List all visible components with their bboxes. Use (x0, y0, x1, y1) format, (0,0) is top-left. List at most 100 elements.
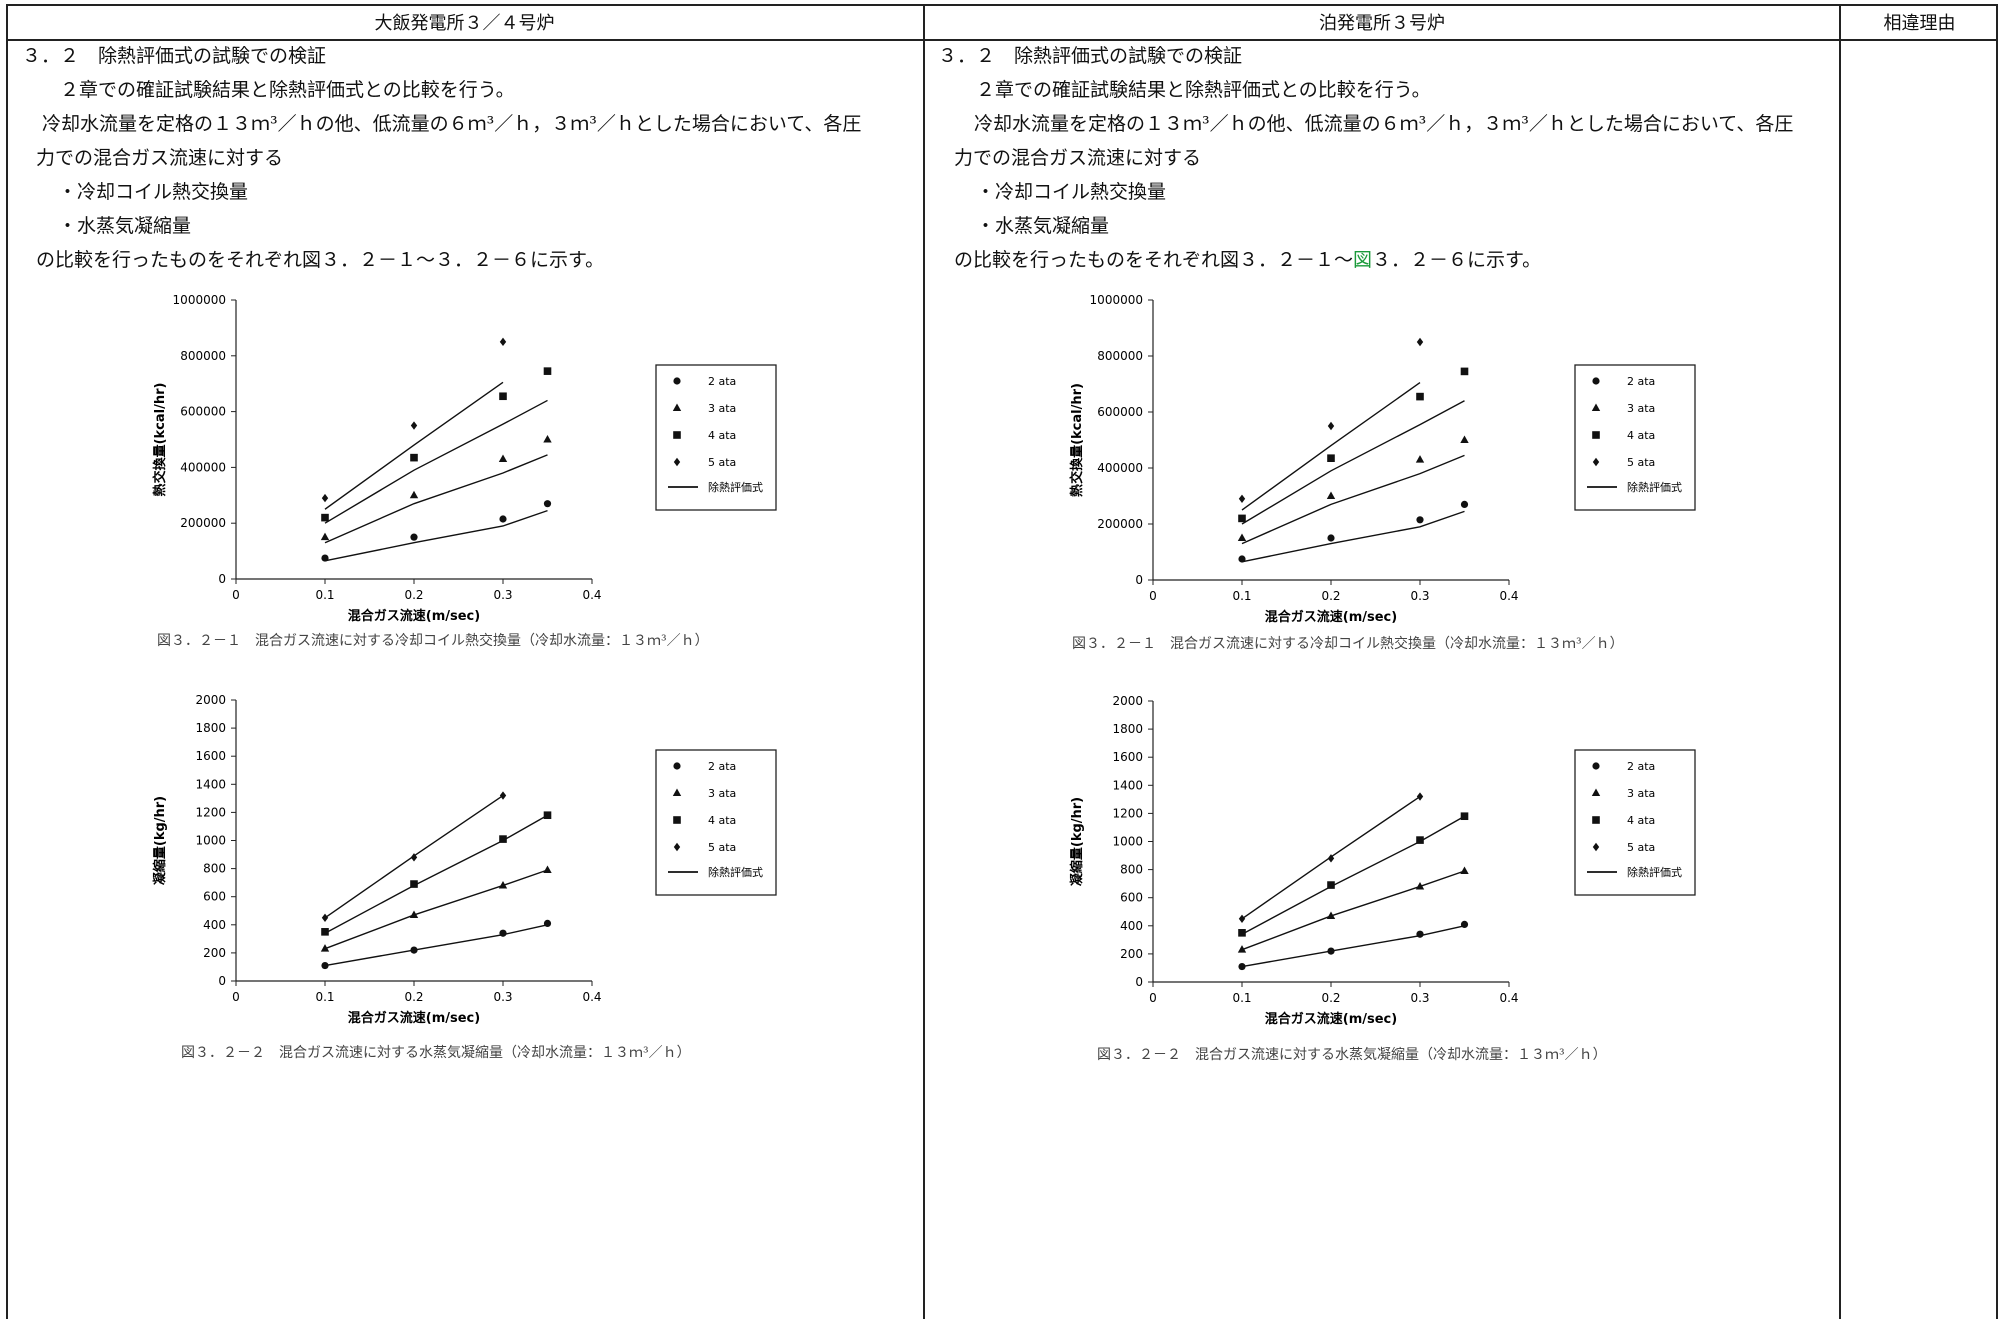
bullet-item: ・冷却コイル熱交換量 (976, 181, 1167, 203)
y-tick-label: 800000 (1097, 349, 1143, 363)
y-tick-label: 1200 (195, 805, 226, 819)
fit-line (324, 869, 548, 950)
legend-marker (673, 762, 681, 770)
data-point (543, 811, 552, 820)
y-tick-label: 0 (1135, 573, 1143, 587)
data-point (409, 490, 419, 499)
data-point (543, 919, 552, 927)
y-tick-label: 200000 (180, 516, 226, 530)
fit-line (324, 924, 548, 967)
y-tick-label: 1200 (1112, 806, 1143, 820)
legend-marker (1592, 431, 1600, 439)
paragraph: 力での混合ガス流速に対する (954, 147, 1202, 169)
legend-label: 3 ata (708, 787, 736, 800)
data-point (1327, 421, 1335, 431)
legend-label: 除熱評価式 (708, 865, 763, 879)
figure-caption: 図３．２－１ 混合ガス流速に対する冷却コイル熱交換量（冷却水流量：１３ｍ³／ｈ） (157, 632, 709, 649)
legend-label: 除熱評価式 (1627, 480, 1682, 494)
y-tick-label: 0 (1135, 975, 1143, 989)
data-point (1238, 555, 1246, 563)
data-point (1327, 854, 1335, 863)
legend-label: 2 ata (708, 760, 736, 773)
x-tick-label: 0.2 (404, 990, 423, 1004)
column-divider (923, 4, 925, 1319)
y-tick-label: 200 (1120, 947, 1143, 961)
data-point (321, 493, 329, 503)
legend-label: 4 ata (1627, 429, 1655, 442)
fit-line (1241, 925, 1465, 968)
data-point (410, 533, 418, 541)
data-point (1326, 491, 1336, 499)
x-tick-label: 0.3 (1410, 991, 1429, 1005)
fit-line (1241, 870, 1465, 951)
data-point (1327, 947, 1335, 955)
legend-label: 3 ata (708, 402, 736, 415)
x-axis-label: 混合ガス流速(m/sec) (348, 608, 480, 624)
legend-label: 4 ata (708, 429, 736, 442)
x-tick-label: 0 (1149, 991, 1157, 1005)
data-point (1416, 392, 1424, 401)
data-point (499, 392, 507, 401)
data-point (1460, 367, 1469, 376)
y-tick-label: 800000 (180, 349, 226, 363)
legend-label: 5 ata (1627, 456, 1655, 469)
data-point (543, 435, 552, 443)
paragraph: ２章での確証試験結果と除熱評価式との比較を行う。 (60, 79, 515, 101)
data-point (1460, 435, 1469, 443)
legend-label: 3 ata (1627, 787, 1655, 800)
legend-marker (1591, 403, 1601, 411)
data-point (1327, 881, 1335, 889)
data-point (1460, 866, 1469, 875)
bullet-item: ・水蒸気凝縮量 (58, 215, 192, 237)
y-tick-label: 0 (218, 572, 226, 586)
x-tick-label: 0.2 (404, 588, 423, 602)
y-tick-label: 400000 (1097, 461, 1143, 475)
fit-line (1241, 510, 1465, 563)
data-point (410, 421, 418, 430)
data-point (1416, 836, 1424, 844)
y-axis-label: 凝縮量(kg/hr) (1069, 797, 1085, 886)
data-point (543, 865, 552, 874)
y-tick-label: 400 (1120, 919, 1143, 933)
legend-marker (673, 431, 681, 439)
data-point (1460, 500, 1469, 508)
legend-marker (1592, 816, 1600, 824)
legend-label: 5 ata (708, 841, 736, 854)
data-point (1416, 337, 1424, 347)
x-axis-label: 混合ガス流速(m/sec) (348, 1010, 480, 1026)
x-axis-label: 混合ガス流速(m/sec) (1265, 609, 1397, 625)
header-reason: 相違理由 (1883, 12, 1956, 34)
x-tick-label: 0.1 (1232, 991, 1251, 1005)
x-tick-label: 0 (232, 588, 240, 602)
header-divider (6, 39, 1998, 41)
data-point (321, 913, 329, 922)
y-tick-label: 600000 (1097, 405, 1143, 419)
data-point (1460, 920, 1469, 928)
legend-marker (673, 377, 681, 385)
x-axis-label: 混合ガス流速(m/sec) (1265, 1011, 1397, 1027)
data-point (1416, 516, 1424, 524)
x-tick-label: 0.4 (1499, 589, 1518, 603)
legend-marker (672, 403, 682, 411)
legend-marker (1592, 842, 1600, 852)
y-tick-label: 1600 (1112, 750, 1143, 764)
legend-label: 4 ata (708, 814, 736, 827)
data-point (1415, 881, 1425, 890)
paragraph: ２章での確証試験結果と除熱評価式との比較を行う。 (976, 79, 1431, 101)
x-tick-label: 0.1 (315, 588, 334, 602)
data-point (1327, 454, 1335, 462)
y-tick-label: 1800 (195, 721, 226, 735)
y-tick-label: 400 (203, 918, 226, 932)
data-point (321, 554, 329, 562)
legend-label: 除熱評価式 (1627, 865, 1682, 879)
x-tick-label: 0.2 (1321, 589, 1340, 603)
legend-label: 5 ata (1627, 841, 1655, 854)
data-point (1327, 534, 1335, 542)
y-axis-label: 熱交換量(kcal/hr) (152, 383, 168, 497)
paragraph: の比較を行ったものをそれぞれ図３．２－１～３．２－６に示す。 (36, 249, 605, 271)
paragraph: の比較を行ったものをそれぞれ図３．２－１～図３．２－６に示す。 (938, 243, 1793, 277)
data-point (321, 513, 329, 522)
bullet-item: ・水蒸気凝縮量 (976, 215, 1110, 237)
